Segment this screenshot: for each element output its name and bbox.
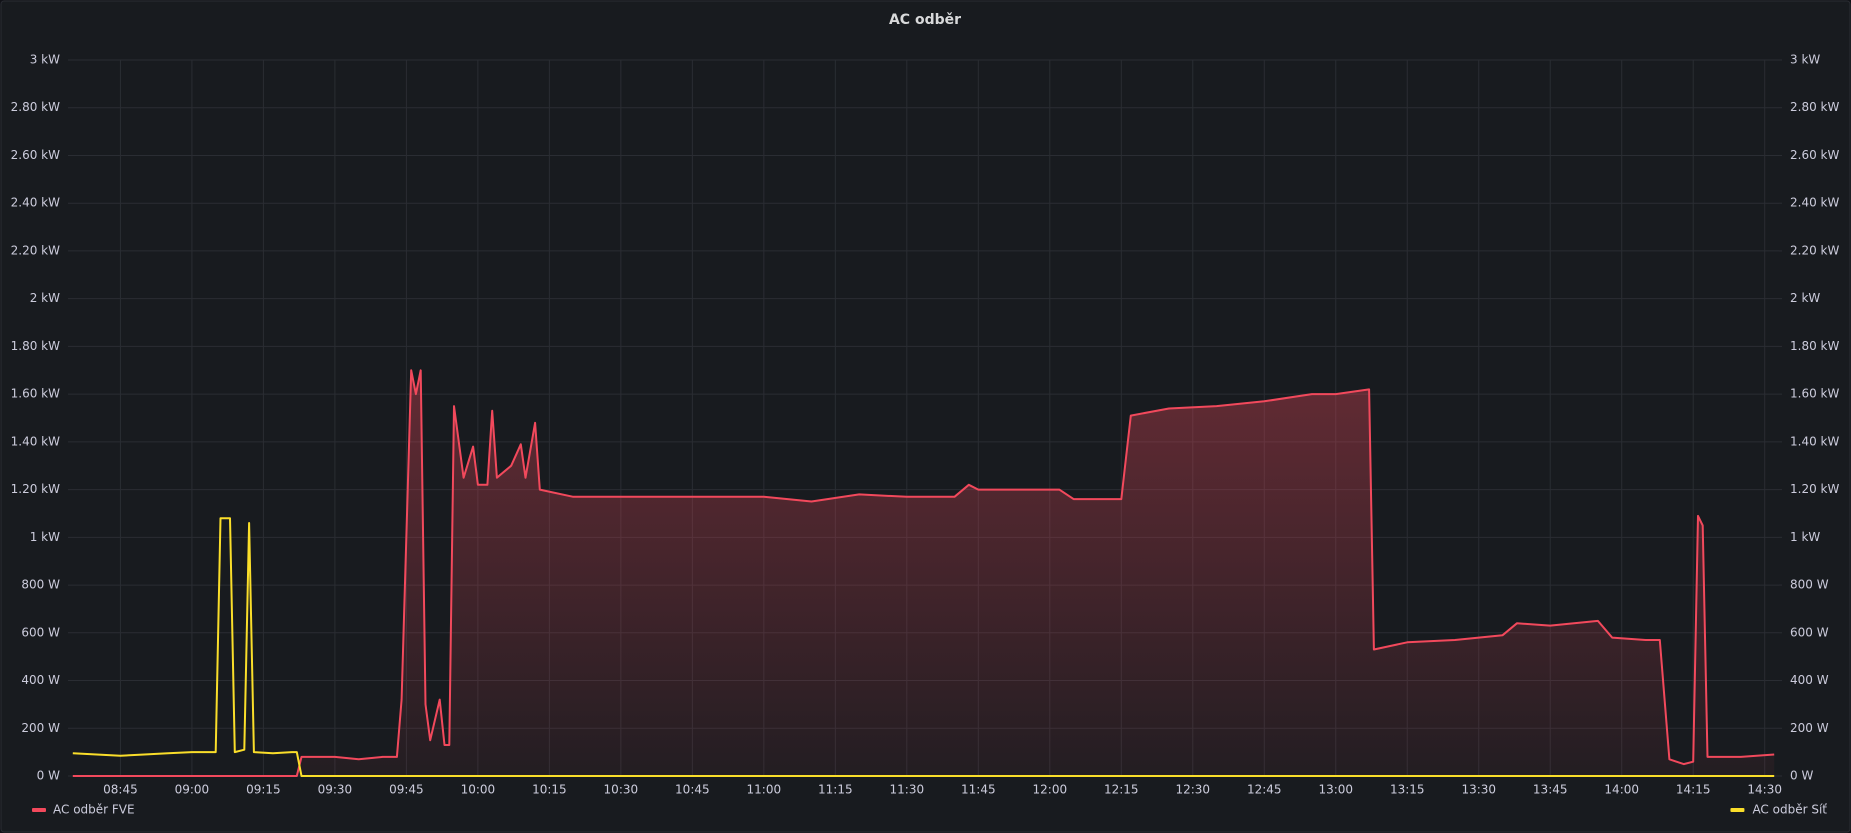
y2-tick-label: 1.20 kW	[1790, 482, 1839, 496]
x-tick-label: 13:30	[1461, 783, 1496, 797]
x-tick-label: 13:00	[1318, 783, 1353, 797]
series-area	[72, 370, 1775, 776]
y-tick-label: 1 kW	[30, 530, 60, 544]
x-tick-label: 13:15	[1390, 783, 1425, 797]
x-tick-label: 14:00	[1604, 783, 1639, 797]
y-tick-label: 0 W	[37, 769, 60, 783]
y2-tick-label: 3 kW	[1790, 53, 1820, 67]
y-tick-label: 1.40 kW	[11, 434, 60, 448]
x-tick-label: 09:30	[318, 783, 353, 797]
x-tick-label: 10:45	[675, 783, 710, 797]
y2-tick-label: 200 W	[1790, 721, 1829, 735]
x-tick-label: 09:15	[246, 783, 281, 797]
x-tick-label: 14:15	[1676, 783, 1711, 797]
y-tick-label: 2 kW	[30, 291, 60, 305]
y2-tick-label: 2.20 kW	[1790, 243, 1839, 257]
y2-tick-label: 2.40 kW	[1790, 196, 1839, 210]
y-tick-label: 1.60 kW	[11, 387, 60, 401]
x-tick-label: 13:45	[1533, 783, 1568, 797]
y2-tick-label: 400 W	[1790, 673, 1829, 687]
y-tick-label: 3 kW	[30, 53, 60, 67]
y-tick-label: 1.20 kW	[11, 482, 60, 496]
y-tick-label: 2.80 kW	[11, 100, 60, 114]
x-tick-label: 08:45	[103, 783, 138, 797]
legend-label: AC odběr Síť	[1752, 803, 1827, 817]
legend-label: AC odběr FVE	[53, 803, 135, 817]
y-tick-label: 2.20 kW	[11, 243, 60, 257]
y-tick-label: 800 W	[21, 578, 60, 592]
y2-tick-label: 1.80 kW	[1790, 339, 1839, 353]
x-tick-label: 12:15	[1104, 783, 1139, 797]
x-tick-label: 11:15	[818, 783, 853, 797]
chart-title: AC odběr	[889, 12, 961, 28]
x-tick-label: 10:15	[532, 783, 567, 797]
y2-tick-label: 1.60 kW	[1790, 387, 1839, 401]
series-line	[72, 369, 1775, 777]
y2-tick-label: 1 kW	[1790, 530, 1820, 544]
y-tick-label: 200 W	[21, 721, 60, 735]
x-tick-label: 12:00	[1033, 783, 1068, 797]
y2-tick-label: 2.80 kW	[1790, 100, 1839, 114]
y-tick-label: 2.40 kW	[11, 196, 60, 210]
x-tick-label: 11:45	[961, 783, 996, 797]
x-tick-label: 14:30	[1747, 783, 1782, 797]
x-tick-label: 09:45	[389, 783, 424, 797]
y2-tick-label: 800 W	[1790, 578, 1829, 592]
y-tick-label: 1.80 kW	[11, 339, 60, 353]
x-tick-label: 09:00	[175, 783, 210, 797]
y2-tick-label: 1.40 kW	[1790, 434, 1839, 448]
x-tick-label: 10:30	[604, 783, 639, 797]
y-tick-label: 600 W	[21, 625, 60, 639]
legend-swatch	[32, 808, 46, 812]
series-line	[72, 517, 1775, 777]
y2-tick-label: 600 W	[1790, 625, 1829, 639]
legend-swatch	[1730, 808, 1745, 812]
x-tick-label: 11:30	[890, 783, 925, 797]
y2-tick-label: 2.60 kW	[1790, 148, 1839, 162]
x-tick-label: 12:45	[1247, 783, 1282, 797]
x-tick-label: 12:30	[1175, 783, 1210, 797]
y2-tick-label: 2 kW	[1790, 291, 1820, 305]
x-tick-label: 10:00	[461, 783, 496, 797]
x-tick-label: 11:00	[747, 783, 782, 797]
y-tick-label: 2.60 kW	[11, 148, 60, 162]
y2-tick-label: 0 W	[1790, 769, 1813, 783]
y-tick-label: 400 W	[21, 673, 60, 687]
